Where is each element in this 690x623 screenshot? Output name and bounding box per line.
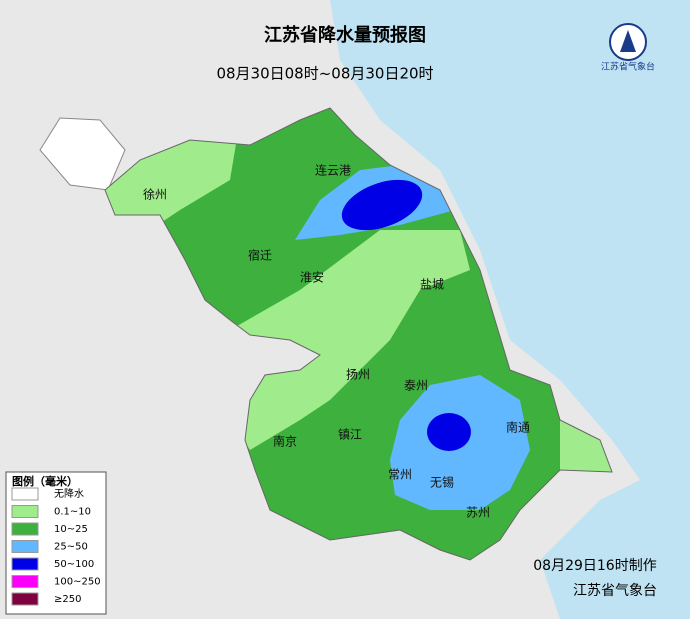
legend: 图例（毫米） 无降水 0.1~10 10~25 25~50 50~100 100~250 ≥…: [5, 471, 107, 615]
city-label: 南通: [506, 420, 530, 435]
city-label: 宿迁: [248, 248, 272, 263]
legend-swatch: [11, 592, 39, 606]
legend-label: ≥250: [54, 594, 81, 605]
city-label: 淮安: [300, 270, 324, 285]
city-label: 泰州: [404, 379, 428, 393]
logo: 江苏省气象台: [601, 23, 655, 73]
legend-swatch: [11, 487, 39, 501]
legend-swatch: [11, 540, 39, 553]
legend-label: 10~25: [54, 524, 88, 535]
legend-label: 25~50: [54, 542, 88, 553]
legend-label: 100~250: [54, 577, 101, 588]
agency: 江苏省气象台: [573, 583, 657, 599]
legend-swatch: [11, 557, 39, 571]
legend-title: 图例（毫米）: [12, 474, 78, 488]
subtitle: 08月30日08时~08月30日20时: [216, 65, 433, 83]
legend-label: 0.1~10: [54, 507, 91, 518]
city-label: 连云港: [315, 163, 351, 178]
city-label: 苏州: [466, 506, 490, 520]
legend-swatch: [11, 575, 39, 588]
legend-swatch: [11, 522, 39, 536]
city-label: 南京: [273, 434, 297, 449]
legend-swatch: [11, 505, 39, 518]
issued-time: 08月29日16时制作: [533, 558, 656, 574]
city-label: 常州: [388, 468, 412, 482]
city-label: 镇江: [338, 428, 362, 442]
city-label: 徐州: [143, 187, 167, 202]
city-label: 盐城: [420, 278, 444, 292]
city-label: 无锡: [430, 475, 454, 490]
title: 江苏省降水量预报图: [264, 24, 426, 46]
city-label: 扬州: [346, 367, 370, 382]
sea: [330, 0, 690, 619]
no-rain-area: [39, 117, 126, 191]
legend-label: 无降水: [54, 487, 84, 500]
legend-label: 50~100: [54, 559, 94, 570]
logo-text: 江苏省气象台: [601, 61, 655, 73]
